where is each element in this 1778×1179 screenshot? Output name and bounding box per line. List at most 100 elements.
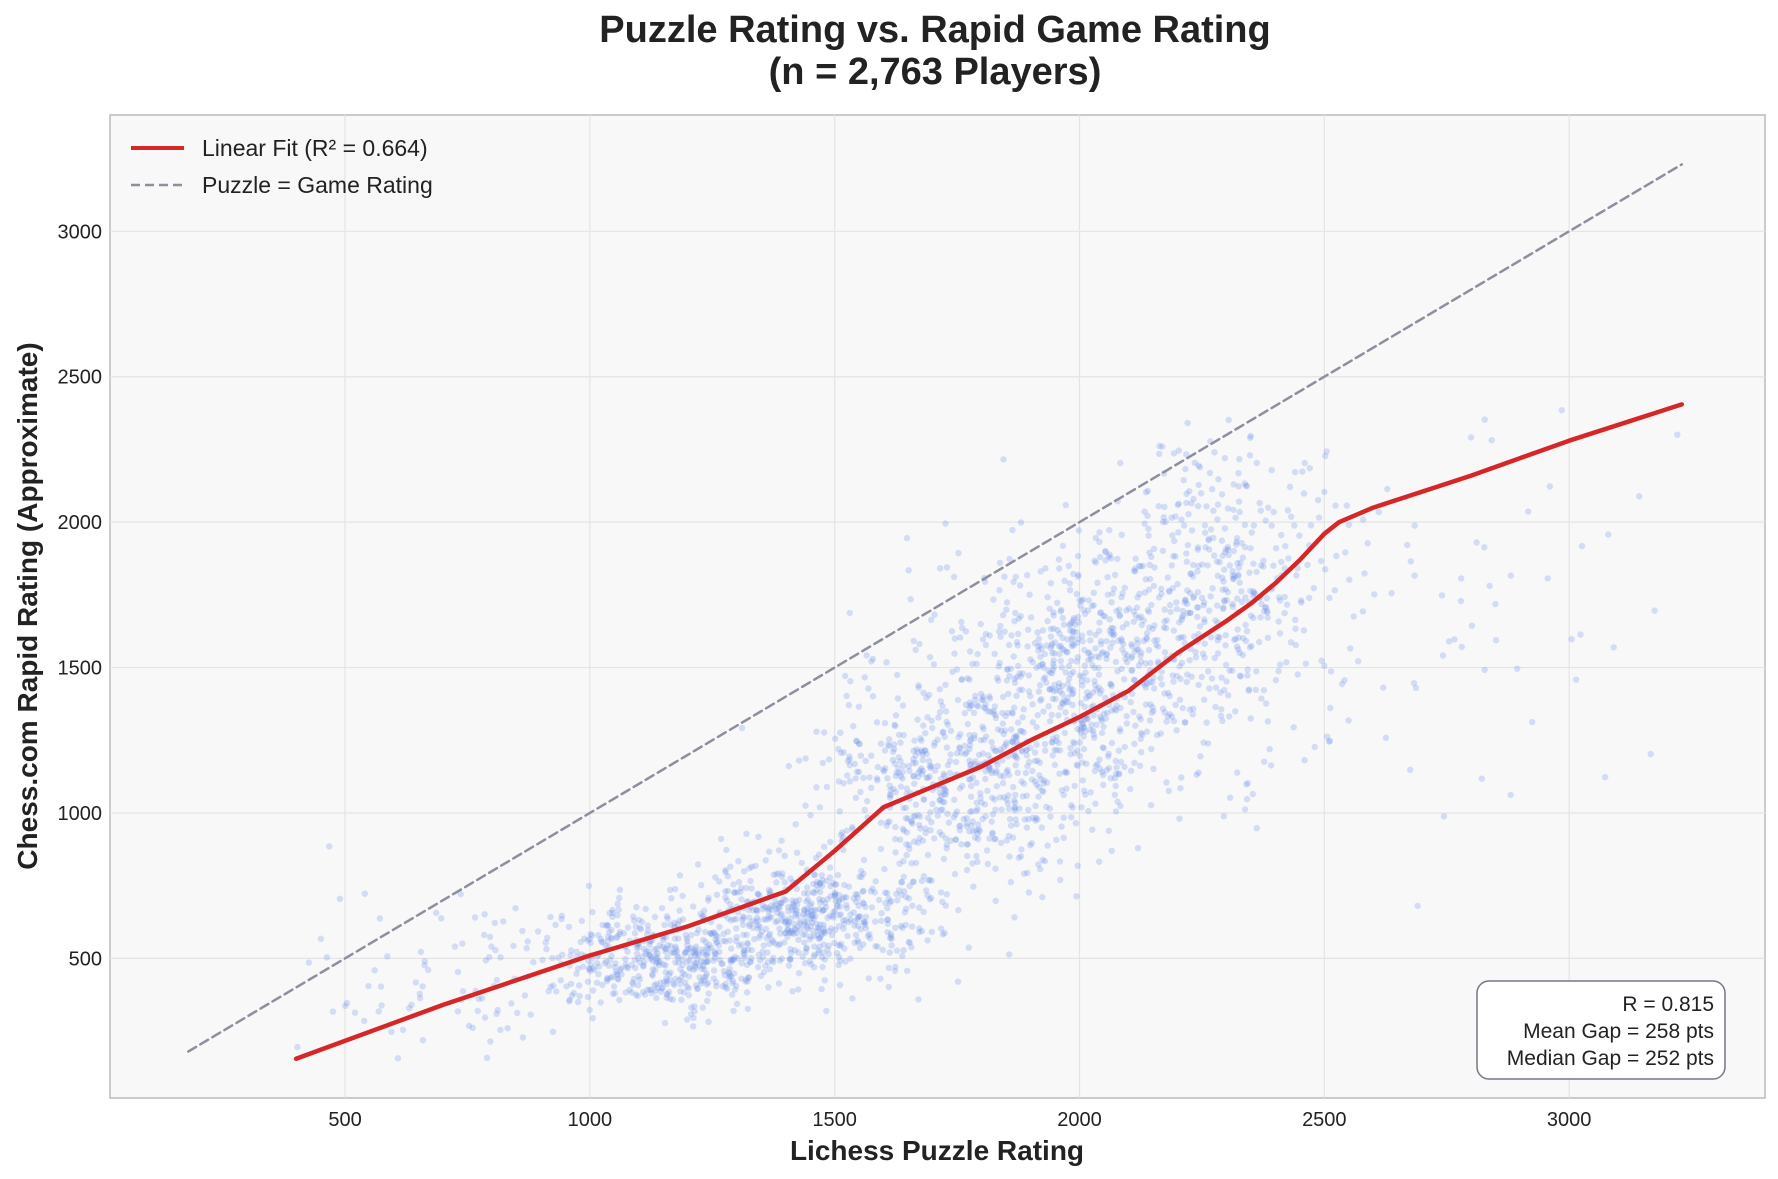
scatter-point <box>1137 716 1144 723</box>
scatter-point <box>788 929 796 937</box>
scatter-point <box>733 889 741 896</box>
scatter-point <box>1203 503 1210 510</box>
scatter-point <box>1225 416 1232 424</box>
scatter-point <box>527 1011 534 1018</box>
scatter-point <box>1099 648 1106 656</box>
scatter-point <box>837 749 845 756</box>
scatter-point <box>1323 733 1331 740</box>
scatter-point <box>1069 619 1076 626</box>
scatter-point <box>1029 767 1036 775</box>
scatter-point <box>661 979 668 986</box>
scatter-point <box>995 628 1003 635</box>
scatter-point <box>968 702 975 709</box>
scatter-point <box>1156 450 1163 457</box>
scatter-point <box>1245 686 1253 693</box>
scatter-point <box>744 978 751 985</box>
scatter-point <box>962 750 969 758</box>
scatter-point <box>1018 778 1025 785</box>
scatter-point <box>860 941 867 948</box>
scatter-point <box>1411 572 1418 579</box>
scatter-point <box>900 827 908 834</box>
scatter-point <box>860 774 867 782</box>
scatter-point <box>977 620 984 628</box>
scatter-point <box>759 948 766 955</box>
scatter-point <box>1222 642 1229 649</box>
scatter-point <box>1070 668 1077 676</box>
scatter-point <box>1166 711 1174 718</box>
scatter-point <box>991 747 999 754</box>
scatter-point <box>920 689 927 696</box>
scatter-point <box>1382 734 1390 741</box>
scatter-point <box>1038 776 1045 783</box>
scatter-point <box>800 910 807 918</box>
scatter-point <box>1327 704 1334 712</box>
scatter-point <box>1184 609 1191 617</box>
scatter-point <box>1252 686 1260 693</box>
scatter-point <box>668 895 675 902</box>
legend-label-identity: Puzzle = Game Rating <box>202 172 433 198</box>
scatter-point <box>672 975 679 983</box>
scatter-point <box>1218 674 1225 681</box>
scatter-point <box>872 943 879 950</box>
scatter-point <box>1092 534 1100 542</box>
scatter-point <box>952 836 959 843</box>
scatter-point <box>566 996 573 1004</box>
scatter-point <box>970 709 978 716</box>
scatter-point <box>790 930 797 937</box>
scatter-point <box>804 884 811 891</box>
scatter-point <box>907 596 914 603</box>
scatter-point <box>733 934 740 941</box>
scatter-point <box>885 895 892 902</box>
scatter-point <box>889 756 897 764</box>
scatter-point <box>999 693 1007 700</box>
scatter-point <box>1238 539 1245 547</box>
scatter-point <box>728 956 735 963</box>
scatter-point <box>695 926 702 933</box>
scatter-point <box>1143 634 1150 641</box>
scatter-point <box>853 738 860 745</box>
scatter-point <box>662 969 669 976</box>
scatter-point <box>1182 596 1189 604</box>
scatter-point <box>963 815 970 822</box>
scatter-point <box>1035 688 1043 695</box>
scatter-point <box>1315 514 1323 521</box>
scatter-point <box>699 1004 706 1011</box>
scatter-point <box>738 896 745 903</box>
scatter-point <box>738 975 745 982</box>
scatter-point <box>890 741 898 748</box>
scatter-point <box>897 783 905 790</box>
scatter-point <box>1056 630 1063 637</box>
scatter-point <box>908 818 915 826</box>
scatter-point <box>416 994 424 1002</box>
scatter-point <box>674 920 682 928</box>
scatter-point <box>1177 785 1184 792</box>
scatter-point <box>1173 605 1181 613</box>
scatter-point <box>951 870 959 878</box>
scatter-point <box>906 767 913 775</box>
series-lines <box>187 163 1685 1061</box>
scatter-point <box>1107 680 1114 688</box>
scatter-point <box>649 971 656 978</box>
scatter-point <box>819 877 826 884</box>
scatter-point <box>1314 496 1322 504</box>
scatter-point <box>1142 489 1150 496</box>
scatter-point <box>1023 792 1030 799</box>
scatter-point <box>640 945 648 952</box>
scatter-point <box>999 720 1007 727</box>
scatter-point <box>964 720 971 728</box>
scatter-point <box>1089 661 1096 669</box>
scatter-point <box>1082 728 1089 735</box>
scatter-point <box>702 951 709 959</box>
scatter-point <box>746 921 753 928</box>
scatter-point <box>603 977 611 985</box>
scatter-point <box>891 721 898 729</box>
scatter-point <box>926 654 934 661</box>
scatter-point <box>1013 739 1020 746</box>
scatter-point <box>1075 527 1083 534</box>
scatter-point <box>1194 544 1202 551</box>
scatter-point <box>1127 767 1135 774</box>
scatter-point <box>832 735 839 742</box>
scatter-point <box>886 818 893 825</box>
scatter-point <box>1188 570 1195 577</box>
scatter-point <box>796 920 804 927</box>
